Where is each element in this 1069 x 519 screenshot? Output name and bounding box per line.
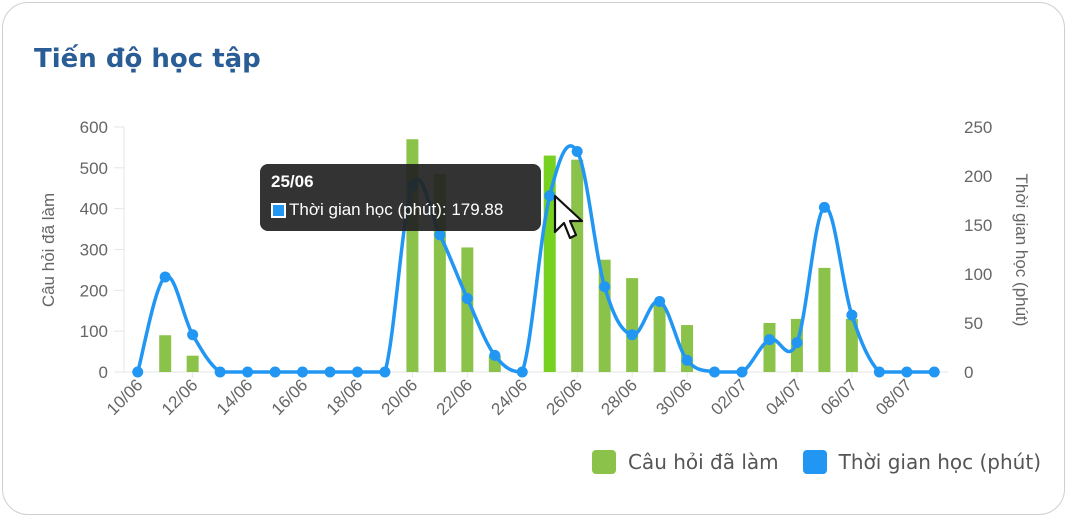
x-tick-label: 04/07 <box>762 375 806 419</box>
point-28-06[interactable] <box>626 329 638 341</box>
legend-swatch-questions <box>591 450 616 474</box>
point-15-06[interactable] <box>269 366 281 378</box>
point-30-06[interactable] <box>681 354 693 366</box>
right-tick-label: 250 <box>964 118 992 137</box>
point-22-06[interactable] <box>461 293 473 304</box>
legend-swatch-study-time <box>802 450 827 474</box>
x-tick-label: 20/06 <box>378 375 422 419</box>
point-16-06[interactable] <box>297 366 309 378</box>
line-series[interactable] <box>132 144 940 378</box>
point-09-07[interactable] <box>928 366 940 378</box>
bar-05-07[interactable] <box>818 267 831 372</box>
x-tick-label: 14/06 <box>213 375 257 419</box>
x-axis: 10/06 12/06 14/06 16/06 18/06 20/06 22/06 24/06… <box>103 371 948 419</box>
point-11-06[interactable] <box>159 271 171 283</box>
point-13-06[interactable] <box>214 366 226 378</box>
x-tick-label: 22/06 <box>433 375 477 419</box>
bar-22-06[interactable] <box>461 247 474 372</box>
chart-title: Tiến độ học tập <box>34 44 261 74</box>
left-tick-label: 200 <box>80 281 108 300</box>
mouse-pointer-icon <box>553 194 584 240</box>
point-19-06[interactable] <box>379 366 391 378</box>
right-y-axis: 0 50 100 150 200 250 <box>964 118 992 382</box>
left-tick-label: 100 <box>80 322 108 341</box>
legend-label-study-time: Thời gian học (phút) <box>838 450 1041 474</box>
x-tick-label: 24/06 <box>488 375 532 419</box>
x-tick-label: 08/07 <box>872 375 916 419</box>
tooltip-text: Thời gian học (phút): 179.88 <box>289 200 504 219</box>
tooltip-title: 25/06 <box>271 172 314 191</box>
right-tick-label: 0 <box>964 363 973 382</box>
point-17-06[interactable] <box>324 366 336 378</box>
point-14-06[interactable] <box>242 366 254 378</box>
left-tick-label: 0 <box>99 363 108 382</box>
point-04-07[interactable] <box>791 337 803 349</box>
left-axis-title: Câu hỏi đã làm <box>39 193 58 307</box>
point-27-06[interactable] <box>599 281 611 293</box>
chart-legend: Câu hỏi đã làm Thời gian học (phút) <box>591 450 1041 474</box>
right-axis-title: Thời gian học (phút) <box>1012 174 1031 327</box>
bar-03-07[interactable] <box>763 323 776 372</box>
point-21-06[interactable] <box>434 229 446 241</box>
point-23-06[interactable] <box>489 349 501 361</box>
left-tick-label: 300 <box>80 241 108 260</box>
legend-label-questions: Câu hỏi đã làm <box>627 450 779 474</box>
point-08-07[interactable] <box>901 366 913 378</box>
x-tick-label: 18/06 <box>323 375 367 419</box>
point-07-07[interactable] <box>873 366 885 378</box>
x-tick-label: 10/06 <box>103 375 147 419</box>
bar-26-06[interactable] <box>571 159 584 372</box>
left-y-axis: 0 100 200 300 400 500 600 <box>80 118 125 382</box>
point-24-06[interactable] <box>516 366 528 378</box>
point-06-07[interactable] <box>846 309 858 321</box>
bars-series[interactable] <box>159 139 858 372</box>
right-tick-label: 50 <box>964 314 983 333</box>
bar-06-07[interactable] <box>845 318 858 372</box>
left-tick-label: 500 <box>80 159 108 178</box>
left-tick-label: 400 <box>80 200 108 219</box>
chart-tooltip: 25/06 Thời gian học (phút): 179.88 <box>260 164 541 231</box>
bar-28-06[interactable] <box>626 278 639 372</box>
tooltip-color-swatch <box>271 202 286 218</box>
point-26-06[interactable] <box>571 146 583 157</box>
legend-item-questions[interactable]: Câu hỏi đã làm <box>591 450 779 474</box>
x-tick-label: 30/06 <box>652 375 696 419</box>
point-05-07[interactable] <box>818 201 830 213</box>
x-tick-label: 28/06 <box>597 375 641 419</box>
right-tick-label: 200 <box>964 167 992 186</box>
point-01-07[interactable] <box>709 366 721 378</box>
tooltip-row: Thời gian học (phút): 179.88 <box>271 200 530 220</box>
point-10-06[interactable] <box>132 366 144 378</box>
bar-12-06[interactable] <box>186 355 199 372</box>
x-tick-label: 02/07 <box>707 375 751 419</box>
bar-29-06[interactable] <box>653 304 666 372</box>
x-tick-label: 16/06 <box>268 375 312 419</box>
bar-11-06[interactable] <box>159 335 172 372</box>
bar-25-06[interactable] <box>543 155 556 372</box>
right-tick-label: 100 <box>964 265 992 284</box>
point-12-06[interactable] <box>187 329 199 341</box>
legend-item-study-time[interactable]: Thời gian học (phút) <box>802 450 1041 474</box>
x-tick-label: 26/06 <box>543 375 587 419</box>
point-02-07[interactable] <box>736 366 748 378</box>
point-25-06[interactable] <box>544 190 556 202</box>
point-29-06[interactable] <box>654 295 666 307</box>
x-tick-label: 12/06 <box>158 375 202 419</box>
left-tick-label: 600 <box>80 118 108 137</box>
x-tick-label: 06/07 <box>817 375 861 419</box>
point-03-07[interactable] <box>763 334 775 346</box>
right-tick-label: 150 <box>964 216 992 235</box>
point-18-06[interactable] <box>351 366 363 378</box>
